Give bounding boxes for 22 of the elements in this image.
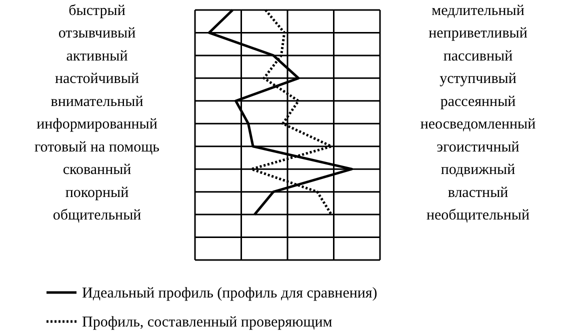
y2-tick-label: неприветливый (428, 26, 528, 42)
y-tick-label: отзывчивый (58, 26, 136, 42)
legend-label: Профиль, составленный проверяющим (82, 314, 333, 330)
y-tick-label: покорный (65, 184, 129, 201)
y-tick-label: скованный (62, 162, 132, 178)
y2-tick-label: необщительный (426, 208, 530, 224)
y2-tick-label: рассеянный (440, 94, 516, 110)
y-tick-label: активный (66, 48, 128, 64)
y-tick-label: настойчивый (55, 71, 139, 88)
y2-tick-label: неосведомленный (420, 116, 536, 133)
y2-tick-label: эгоистичный (436, 139, 520, 156)
y2-tick-label: властный (448, 184, 508, 201)
y2-tick-label: уступчивый (440, 71, 516, 88)
y-tick-label: общительный (52, 208, 142, 224)
y2-tick-label: медлительный (432, 3, 524, 19)
y-tick-label: быстрый (68, 3, 126, 19)
y-tick-label: внимательный (50, 94, 144, 110)
legend-label: Идеальный профиль (профиль для сравнения) (82, 286, 378, 302)
y-tick-label: информированный (36, 116, 158, 133)
y2-tick-label: подвижный (440, 162, 516, 178)
y-tick-label: готовый на помощь (34, 139, 160, 156)
y2-tick-label: пассивный (443, 48, 513, 64)
